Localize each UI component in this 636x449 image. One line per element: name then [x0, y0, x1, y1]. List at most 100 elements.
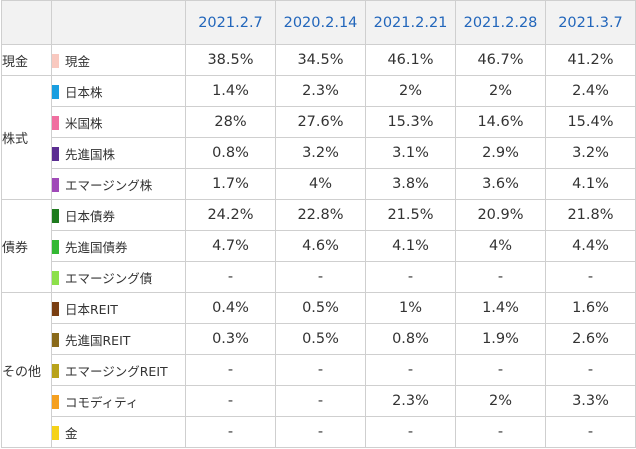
value-cell: 2% [455, 75, 546, 107]
color-swatch [52, 239, 59, 254]
value-cell: 1.9% [455, 323, 546, 355]
asset-label: エマージング債 [65, 270, 153, 286]
color-swatch [52, 332, 59, 347]
value-cell: 46.1% [365, 44, 456, 76]
value-cell: 1.4% [185, 75, 276, 107]
asset-label: 日本債券 [65, 208, 116, 224]
value-cell: 41.2% [545, 44, 636, 76]
value-cell: 0.5% [275, 292, 366, 324]
value-cell: 4.7% [185, 230, 276, 262]
value-cell: 34.5% [275, 44, 366, 76]
asset-label: 先進国REIT [65, 332, 131, 348]
value-cell: 38.5% [185, 44, 276, 76]
value-cell: 0.8% [185, 137, 276, 169]
table-row: 先進国REIT 0.3% 0.5% 0.8% 1.9% 2.6% [2, 323, 636, 355]
value-cell: 20.9% [455, 199, 546, 231]
value-cell: 2.4% [545, 75, 636, 107]
asset-label: コモディティ [65, 394, 139, 410]
color-swatch [52, 177, 59, 192]
date-header: 2021.3.7 [545, 0, 636, 45]
value-cell: - [275, 416, 366, 448]
value-cell: 0.5% [275, 323, 366, 355]
value-cell: 4.1% [365, 230, 456, 262]
asset-label: エマージング株 [65, 177, 153, 193]
asset-label: 現金 [65, 53, 91, 69]
asset-label: 先進国株 [65, 146, 116, 162]
asset-cell: 先進国REIT [51, 323, 186, 355]
header-blank-cell [51, 0, 186, 45]
table-row: エマージングREIT - - - - - [2, 354, 636, 386]
value-cell: - [365, 261, 456, 293]
value-cell: 1% [365, 292, 456, 324]
value-cell: 4% [275, 168, 366, 200]
value-cell: 27.6% [275, 106, 366, 138]
asset-label: エマージングREIT [65, 363, 168, 379]
value-cell: 4.4% [545, 230, 636, 262]
value-cell: 2% [365, 75, 456, 107]
value-cell: 15.3% [365, 106, 456, 138]
value-cell: 2.3% [365, 385, 456, 417]
value-cell: 2.3% [275, 75, 366, 107]
value-cell: - [545, 354, 636, 386]
date-header: 2021.2.7 [185, 0, 276, 45]
value-cell: - [455, 354, 546, 386]
value-cell: 3.2% [275, 137, 366, 169]
color-swatch [52, 301, 59, 316]
value-cell: 4.6% [275, 230, 366, 262]
value-cell: 0.3% [185, 323, 276, 355]
asset-cell: コモディティ [51, 385, 186, 417]
value-cell: 1.6% [545, 292, 636, 324]
value-cell: 4% [455, 230, 546, 262]
value-cell: 3.8% [365, 168, 456, 200]
value-cell: 4.1% [545, 168, 636, 200]
value-cell: - [185, 385, 276, 417]
value-cell: - [365, 416, 456, 448]
asset-cell: 米国株 [51, 106, 186, 138]
table-row: その他 日本REIT 0.4% 0.5% 1% 1.4% 1.6% [1, 292, 636, 448]
table-row: コモディティ - -2.3% 2% 3.3% [2, 385, 636, 417]
color-swatch [52, 270, 59, 285]
header-blank-cell [1, 0, 52, 45]
color-swatch [52, 115, 59, 130]
value-cell: - [185, 416, 276, 448]
value-cell: 2.6% [545, 323, 636, 355]
value-cell: - [365, 354, 456, 386]
asset-label: 金 [65, 425, 78, 441]
value-cell: 14.6% [455, 106, 546, 138]
value-cell: - [275, 385, 366, 417]
value-cell: 2.9% [455, 137, 546, 169]
value-cell: 0.8% [365, 323, 456, 355]
asset-cell: エマージング株 [51, 168, 186, 200]
table-row: 先進国株 0.8% 3.2% 3.1% 2.9% 3.2% [2, 137, 636, 169]
group-label: 債券 [1, 199, 52, 293]
asset-cell: エマージング債 [51, 261, 186, 293]
value-cell: 22.8% [275, 199, 366, 231]
value-cell: 46.7% [455, 44, 546, 76]
asset-cell: 日本REIT [51, 292, 186, 324]
date-header: 2020.2.14 [275, 0, 366, 45]
color-swatch [52, 146, 59, 161]
table-row: 債券 日本債券 24.2% 22.8% 21.5% 20.9% 21.8% [1, 199, 636, 293]
value-cell: 2% [455, 385, 546, 417]
date-header: 2021.2.21 [365, 0, 456, 45]
value-cell: - [185, 261, 276, 293]
asset-cell: 現金 [51, 44, 186, 76]
table-row: 米国株 28% 27.6% 15.3% 14.6% 15.4% [2, 106, 636, 138]
table-row: 先進国債券 4.7% 4.6% 4.1% 4% 4.4% [2, 230, 636, 262]
asset-cell: 日本株 [51, 75, 186, 107]
value-cell: 1.7% [185, 168, 276, 200]
color-swatch [52, 425, 59, 440]
value-cell: - [545, 261, 636, 293]
value-cell: - [455, 416, 546, 448]
table-row: 現金 現金 38.5% 34.5% 46.1% 46.7% 41.2% [1, 44, 636, 76]
table-row: 株式 日本株 1.4% 2.3% 2% 2% 2.4% [1, 75, 636, 200]
asset-label: 日本REIT [65, 301, 118, 317]
color-swatch [52, 208, 59, 223]
group-label: その他 [1, 292, 52, 448]
value-cell: 28% [185, 106, 276, 138]
color-swatch [52, 394, 59, 409]
value-cell: 3.6% [455, 168, 546, 200]
color-swatch [52, 363, 59, 378]
asset-cell: 金 [51, 416, 186, 448]
value-cell: 3.2% [545, 137, 636, 169]
